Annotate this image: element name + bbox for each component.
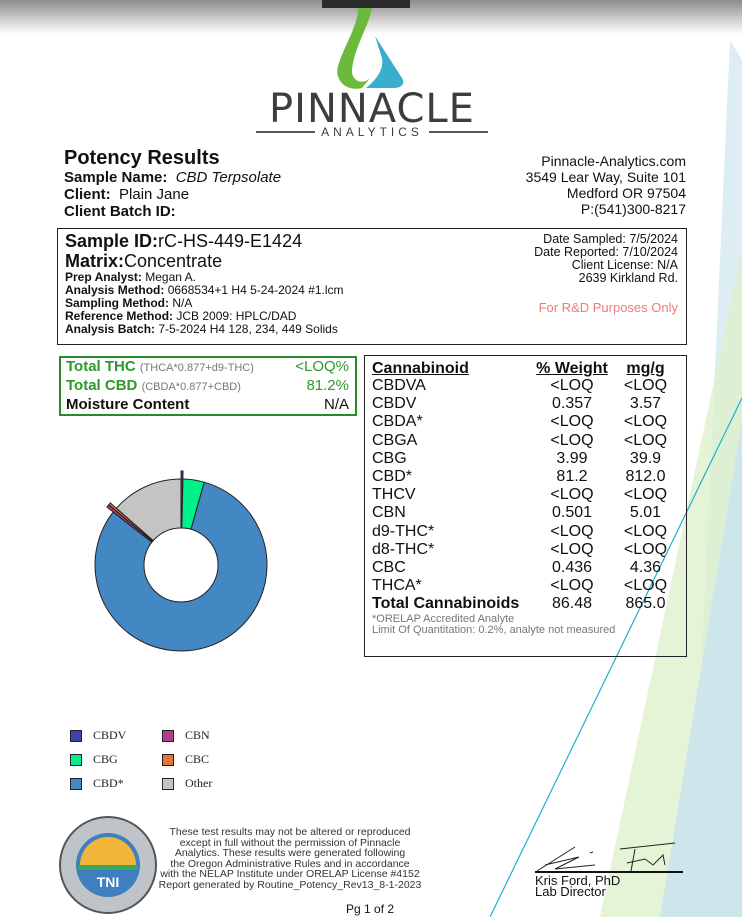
date-reported: Date Reported: 7/10/2024: [534, 245, 678, 259]
legend-item: CBC: [162, 752, 242, 767]
lab-contact: Pinnacle-Analytics.com 3549 Lear Way, Su…: [525, 153, 686, 217]
legend-swatch-icon: [70, 753, 82, 766]
table-row: CBD* 81.2 812.0: [372, 468, 666, 486]
nelap-accredited-seal-icon: TNI: [59, 816, 157, 914]
legend-item: CBD*: [70, 776, 162, 791]
page-title: Potency Results: [64, 147, 220, 169]
cannabinoid-donut-chart: [94, 470, 268, 652]
moisture-value: N/A: [323, 396, 349, 413]
page-number: Pg 1 of 2: [346, 902, 395, 916]
legend-swatch-icon: [162, 729, 174, 742]
pinnacle-logo-icon: [337, 8, 404, 89]
report-header: Potency Results Sample Name: CBD Terpsol…: [64, 147, 282, 221]
table-row: CBC 0.436 4.36: [372, 559, 662, 577]
table-row: d8-THC* <LOQ <LOQ: [372, 540, 668, 558]
total-cbd-value: 81.2%: [306, 377, 349, 394]
table-row: CBGA <LOQ <LOQ: [372, 431, 668, 449]
legend-swatch-icon: [70, 729, 82, 742]
sample-info-box: Sample ID:rC-HS-449-E1424 Matrix:Concent…: [57, 228, 687, 345]
table-row: CBN 0.501 5.01: [372, 504, 662, 522]
table-row: CBDVA <LOQ <LOQ: [372, 377, 668, 394]
signer-block: Kris Ford, PhD Lab Director: [535, 873, 621, 899]
totals-box: Total THC (THCA*0.877+d9-THC) <LOQ% Total…: [59, 356, 357, 416]
legend-item: Other: [162, 776, 242, 791]
legend-item: CBDV: [70, 728, 162, 743]
table-total-row: Total Cannabinoids 86.48 865.0: [372, 595, 666, 613]
matrix: Concentrate: [124, 251, 223, 271]
table-row: THCA* <LOQ <LOQ: [372, 577, 668, 595]
purpose-notice: For R&D Purposes Only: [538, 300, 678, 315]
top-bar: [322, 0, 410, 8]
chart-legend: CBDV CBN CBG CBC CBD* Other: [70, 728, 242, 791]
table-header: Cannabinoid % Weight mg/g: [372, 360, 665, 377]
disclaimer: These test results may not be altered or…: [158, 826, 422, 891]
lab-website[interactable]: Pinnacle-Analytics.com: [541, 153, 686, 169]
svg-text:TNI: TNI: [97, 874, 120, 890]
lab-phone: P:(541)300-8217: [580, 201, 686, 217]
legend-swatch-icon: [162, 777, 174, 790]
legend-item: CBN: [162, 728, 242, 743]
signature: [536, 842, 676, 872]
legend-swatch-icon: [70, 777, 82, 790]
table-row: CBDA* <LOQ <LOQ: [372, 413, 668, 431]
table-row: THCV <LOQ <LOQ: [372, 486, 668, 504]
table-row: d9-THC* <LOQ <LOQ: [372, 522, 668, 540]
sample-id: rC-HS-449-E1424: [158, 231, 303, 251]
signature-line: [535, 871, 683, 873]
client-name: Plain Jane: [119, 186, 190, 203]
date-sampled: Date Sampled: 7/5/2024: [543, 232, 678, 246]
sample-name: CBD Terpsolate: [175, 169, 282, 186]
brand-subtitle: ANALYTICS: [256, 125, 489, 139]
legend-item: CBG: [70, 752, 162, 767]
cannabinoid-table: Cannabinoid % Weight mg/g CBDVA <LOQ <LOQ C…: [364, 355, 687, 657]
legend-swatch-icon: [162, 753, 174, 766]
table-row: CBDV 0.357 3.57: [372, 395, 662, 413]
table-row: CBG 3.99 39.9: [372, 449, 662, 467]
total-thc-value: <LOQ%: [295, 358, 349, 375]
brand-name: PINNACLE: [269, 86, 475, 132]
